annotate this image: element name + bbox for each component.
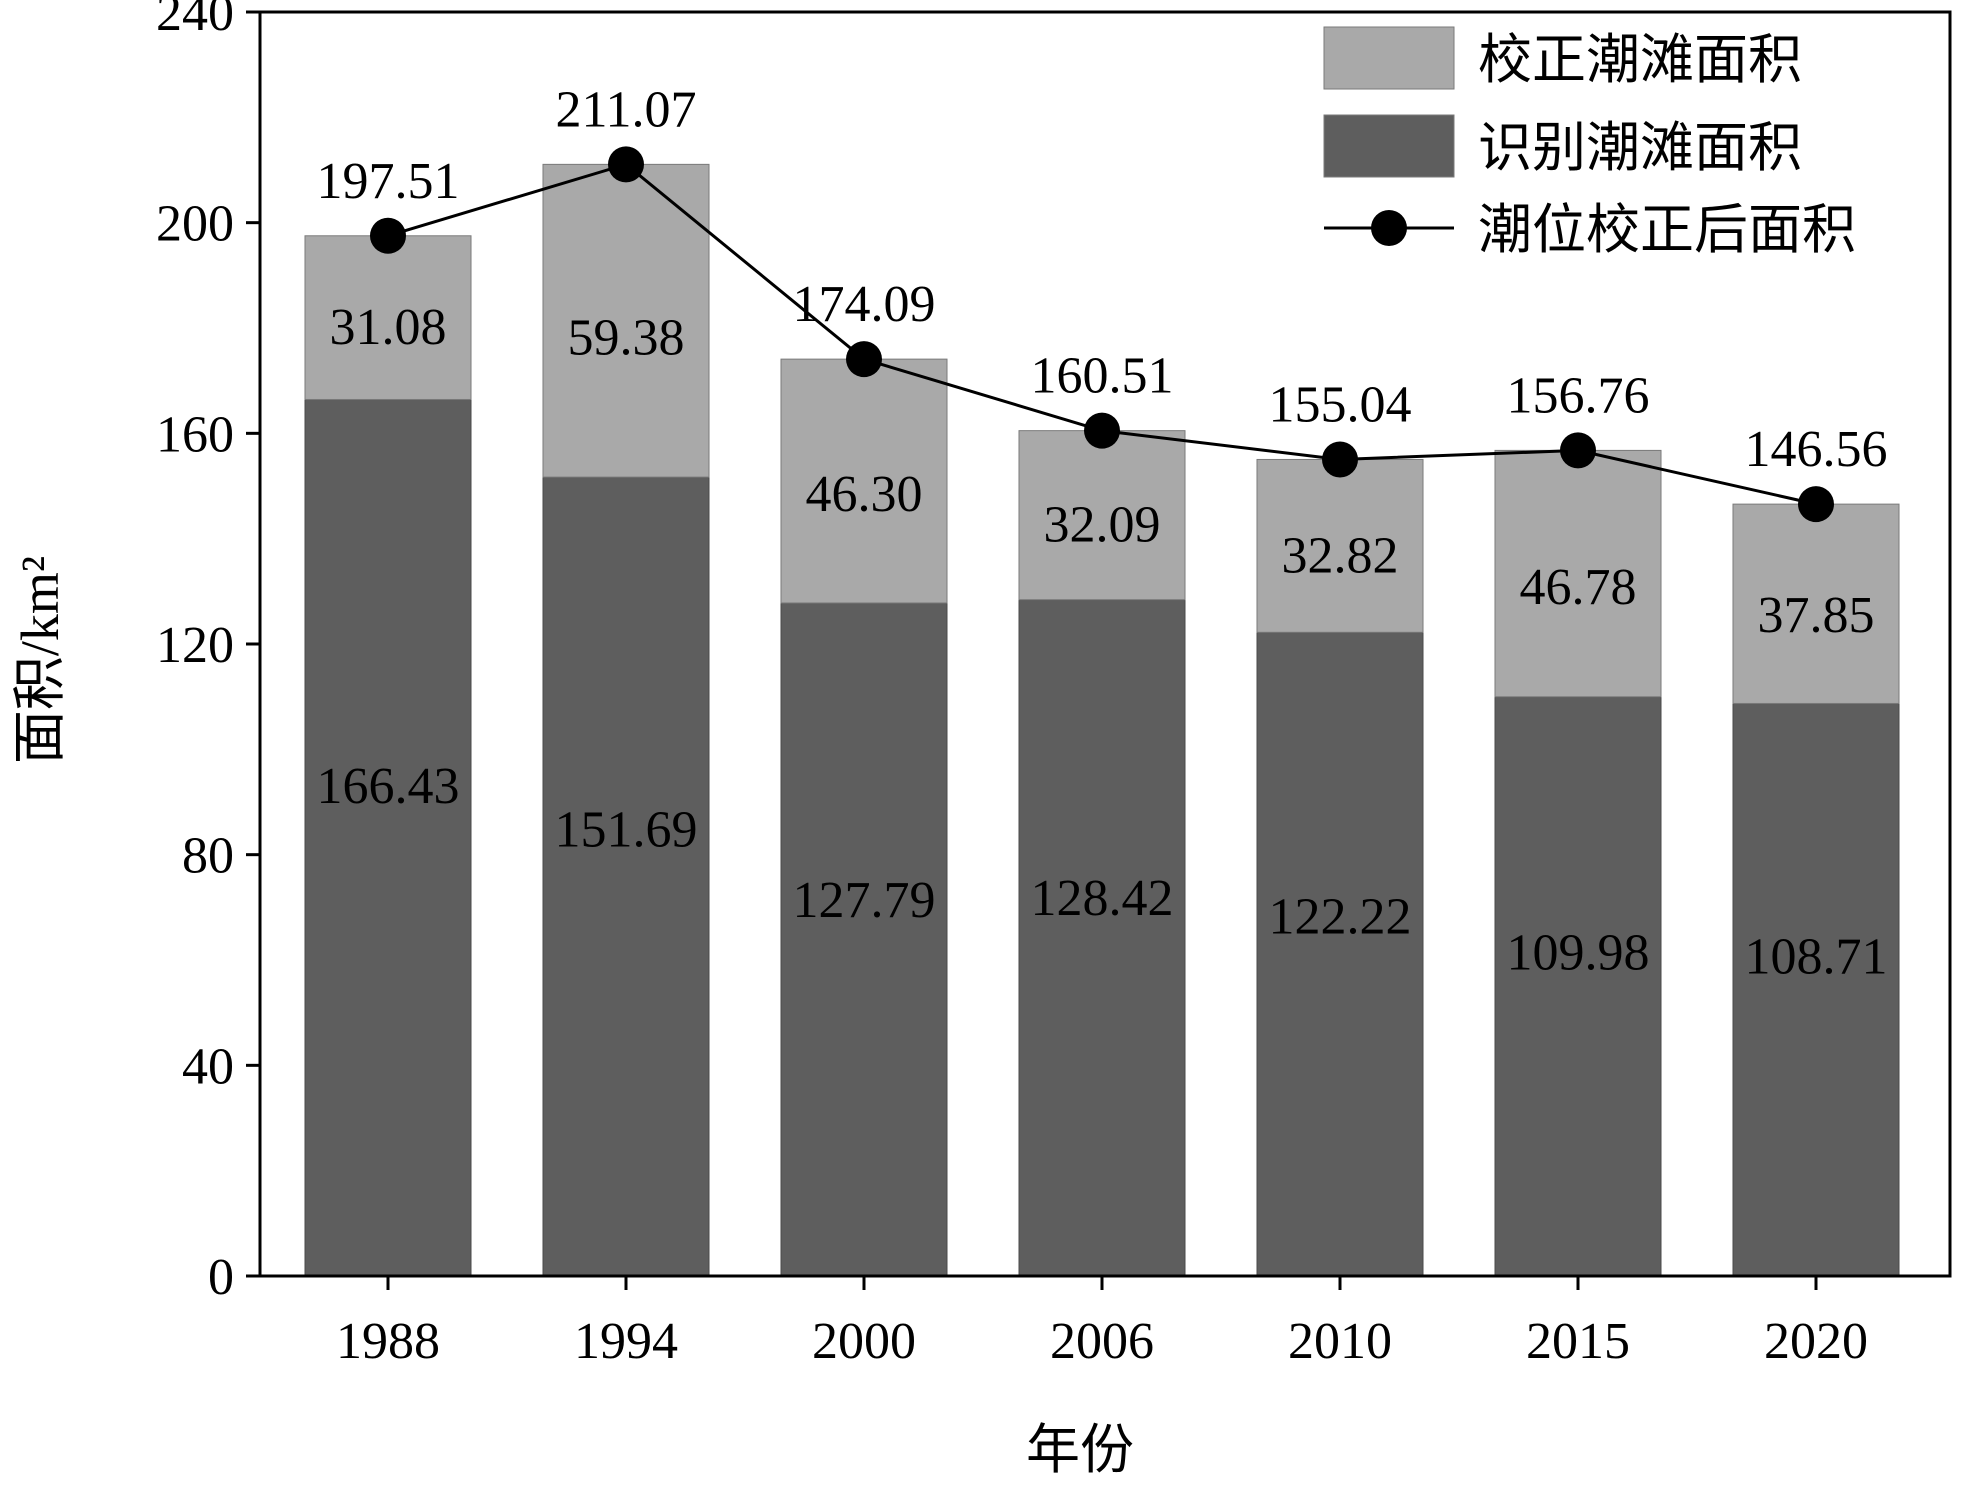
data-label-identified: 109.98	[1507, 925, 1650, 982]
y-tick-label: 0	[208, 1249, 234, 1306]
data-label-total: 156.76	[1507, 367, 1650, 424]
legend-label: 潮位校正后面积	[1478, 200, 1856, 260]
marker-total-2000	[846, 341, 882, 378]
marker-total-2020	[1798, 486, 1834, 523]
bar-identified-2010	[1256, 631, 1424, 1277]
x-tick-label: 2020	[1764, 1313, 1868, 1370]
legend-swatch	[1323, 114, 1455, 178]
x-axis-title: 年份	[1026, 1420, 1134, 1480]
bar-identified-2000	[780, 602, 948, 1277]
data-label-corrected: 32.09	[1044, 497, 1161, 554]
y-tick-label: 240	[156, 0, 234, 42]
bar-corrected-2006	[1018, 430, 1186, 601]
y-tick-label: 80	[182, 828, 234, 885]
bar-identified-2006	[1018, 599, 1186, 1277]
y-tick-label: 160	[156, 406, 234, 463]
data-label-total: 174.09	[793, 276, 936, 333]
data-label-corrected: 37.85	[1758, 587, 1875, 644]
data-label-identified: 128.42	[1031, 870, 1174, 927]
data-label-total: 160.51	[1031, 348, 1174, 405]
x-tick-label: 1994	[574, 1313, 678, 1370]
bar-corrected-1994	[542, 163, 710, 478]
x-tick-label: 2006	[1050, 1313, 1154, 1370]
data-label-corrected: 32.82	[1282, 528, 1399, 585]
bar-corrected-1988	[304, 235, 472, 400]
data-label-identified: 127.79	[793, 872, 936, 929]
data-label-corrected: 46.78	[1520, 559, 1637, 616]
data-label-identified: 151.69	[555, 802, 698, 859]
legend-marker	[1371, 210, 1407, 246]
bar-corrected-2010	[1256, 458, 1424, 633]
marker-total-2006	[1084, 412, 1120, 449]
x-tick-label: 2000	[812, 1313, 916, 1370]
y-tick-label: 200	[156, 196, 234, 253]
y-tick-label: 120	[156, 617, 234, 674]
axes: 0 40 80 120 160 200 240 1988 1994 2000 2006 2010 201…	[156, 0, 1952, 1370]
data-label-identified: 166.43	[317, 758, 460, 815]
marker-total-1988	[370, 217, 406, 254]
y-tick-label: 40	[182, 1038, 234, 1095]
bar-identified-1988	[304, 398, 472, 1277]
data-label-identified: 108.71	[1745, 928, 1888, 985]
bar-identified-1994	[542, 476, 710, 1277]
data-label-corrected: 31.08	[330, 299, 447, 356]
marker-total-2010	[1322, 441, 1358, 478]
data-label-corrected: 59.38	[568, 309, 685, 366]
legend-label: 校正潮滩面积	[1478, 30, 1802, 90]
data-label-corrected: 46.30	[806, 466, 923, 523]
bar-corrected-2020	[1732, 503, 1900, 704]
data-label-total: 211.07	[555, 81, 696, 138]
data-label-total: 146.56	[1745, 421, 1888, 478]
bars-layer	[304, 163, 1900, 1277]
bar-identified-2020	[1732, 702, 1900, 1277]
x-tick-label: 1988	[336, 1313, 440, 1370]
legend-label: 识别潮滩面积	[1478, 118, 1802, 178]
marker-total-2015	[1560, 432, 1596, 469]
legend-swatch	[1323, 26, 1455, 90]
x-tick-label: 2010	[1288, 1313, 1392, 1370]
bar-identified-2015	[1494, 696, 1662, 1277]
y-axis-title: 面积/km²	[10, 556, 70, 764]
bar-corrected-2015	[1494, 449, 1662, 698]
labels-layer: 166.43 31.08 197.51 151.69 59.38 211.07 127.79…	[317, 81, 1888, 985]
marker-total-1994	[608, 146, 644, 183]
data-label-total: 197.51	[317, 153, 460, 210]
x-tick-label: 2015	[1526, 1313, 1630, 1370]
data-label-total: 155.04	[1269, 376, 1412, 433]
line-layer	[370, 146, 1834, 523]
data-label-identified: 122.22	[1269, 889, 1412, 946]
